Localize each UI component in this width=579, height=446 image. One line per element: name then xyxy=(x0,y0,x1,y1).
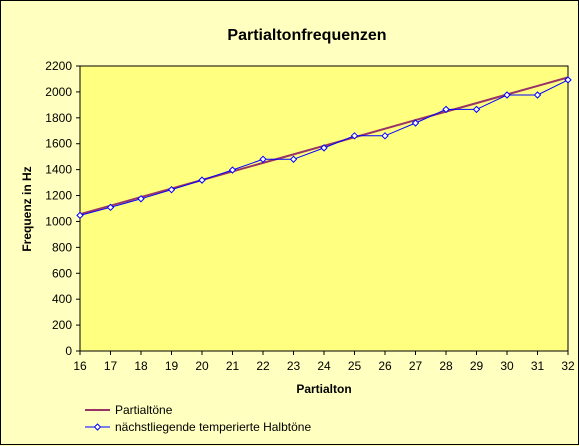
data-point xyxy=(381,132,389,140)
data-point xyxy=(472,105,481,114)
data-point xyxy=(533,91,542,99)
x-tick-label: 16 xyxy=(73,359,87,373)
x-tick-label: 21 xyxy=(226,359,240,373)
axes: 0 200 400 600 800 1000 1200 1400 1600 1800 2000 220… xyxy=(45,59,575,373)
data-point xyxy=(228,166,237,174)
x-tick-label: 31 xyxy=(531,359,545,373)
y-tick-label: 800 xyxy=(52,240,72,254)
legend-item-partialtoene: Partialtöne xyxy=(85,403,173,417)
legend-label-partialtoene: Partialtöne xyxy=(115,403,173,417)
y-tick-label: 1400 xyxy=(45,163,72,177)
x-tick-label: 28 xyxy=(439,359,453,373)
legend: Partialtöne nächstliegende temperierte H… xyxy=(85,403,311,434)
x-tick-label: 29 xyxy=(470,359,484,373)
legend-label-halbtoene: nächstliegende temperierte Halbtöne xyxy=(115,420,311,434)
legend-item-halbtoene: nächstliegende temperierte Halbtöne xyxy=(85,420,311,434)
data-point xyxy=(503,91,511,99)
data-point xyxy=(411,119,420,127)
y-tick-label: 2000 xyxy=(45,85,72,99)
y-axis-label: Frequenz in Hz xyxy=(20,166,34,251)
y-tick-label: 1000 xyxy=(45,214,72,228)
x-tick-label: 22 xyxy=(256,359,270,373)
x-tick-label: 24 xyxy=(317,359,331,373)
x-tick-label: 25 xyxy=(348,359,362,373)
x-tick-label: 17 xyxy=(104,359,118,373)
plot-area xyxy=(79,65,569,352)
data-point xyxy=(76,211,84,220)
x-tick-label: 32 xyxy=(561,359,575,373)
data-point xyxy=(320,144,328,152)
series-layer xyxy=(76,76,572,220)
chart-title: Partialtonfrequenzen xyxy=(227,27,386,44)
y-tick-label: 2200 xyxy=(45,59,72,73)
y-tick-label: 0 xyxy=(65,344,72,358)
x-tick-label: 27 xyxy=(409,359,423,373)
y-tick-label: 400 xyxy=(52,292,72,306)
data-point xyxy=(289,155,298,163)
data-point xyxy=(106,203,115,212)
x-axis-label: Partialton xyxy=(296,382,351,396)
data-point xyxy=(259,155,267,163)
x-tick-label: 18 xyxy=(134,359,148,373)
y-tick-label: 1800 xyxy=(45,111,72,125)
x-tick-label: 30 xyxy=(500,359,514,373)
x-tick-label: 19 xyxy=(165,359,179,373)
data-point xyxy=(564,76,572,84)
y-tick-label: 200 xyxy=(52,318,72,332)
x-tick-label: 23 xyxy=(287,359,301,373)
data-point xyxy=(137,195,145,203)
x-tick-label: 20 xyxy=(195,359,209,373)
data-point xyxy=(442,105,450,114)
y-tick-label: 600 xyxy=(52,266,72,280)
data-point xyxy=(198,176,206,184)
y-tick-label: 1200 xyxy=(45,189,72,203)
x-tick-label: 26 xyxy=(378,359,392,373)
y-tick-label: 1600 xyxy=(45,137,72,151)
legend-marker-halbtoene xyxy=(93,423,102,431)
data-point xyxy=(350,132,359,140)
data-point xyxy=(167,186,176,194)
